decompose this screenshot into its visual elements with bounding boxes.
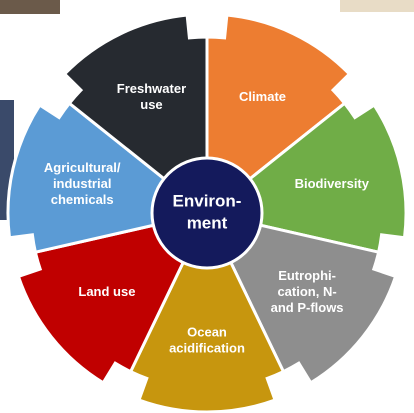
- segment-label: Agricultural/: [44, 160, 121, 175]
- segment-label: Climate: [239, 89, 286, 104]
- segment-label: cation, N-: [277, 284, 336, 299]
- segment-label: and P-flows: [271, 300, 344, 315]
- segment-label: Freshwater: [117, 81, 186, 96]
- segment-label: Land use: [78, 284, 135, 299]
- center-label: ment: [187, 213, 228, 232]
- gear-segment: [62, 13, 209, 217]
- segment-label: acidification: [169, 340, 245, 355]
- background-photo: [340, 0, 414, 12]
- background-photo: [0, 0, 60, 14]
- segment-label: chemicals: [51, 192, 114, 207]
- gear-segment: [205, 13, 352, 217]
- gear-segment: [16, 210, 210, 385]
- segment-label: Biodiversity: [295, 176, 370, 191]
- gear: [6, 13, 408, 413]
- segment-label: Eutrophi-: [278, 268, 336, 283]
- center-circle: [150, 156, 264, 270]
- gear-segment: [128, 209, 286, 413]
- segment-label: industrial: [53, 176, 112, 191]
- segment-label: Ocean: [187, 324, 227, 339]
- center-label: Environ-: [173, 191, 242, 210]
- labels: Climate Biodiversity Eutrophi-cation, N-an…: [44, 81, 370, 355]
- segment-label: use: [140, 97, 162, 112]
- gear-segment: [204, 210, 398, 385]
